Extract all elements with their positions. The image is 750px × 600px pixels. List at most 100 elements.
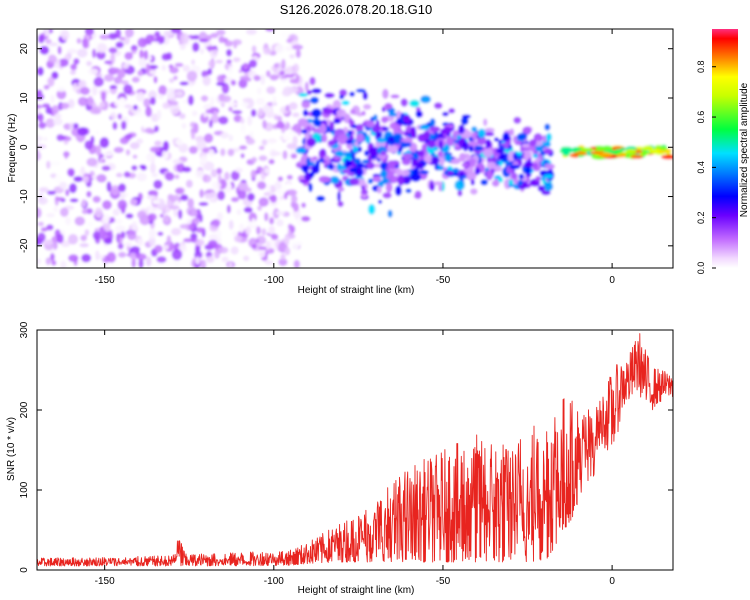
spectrogram-cell (388, 175, 399, 184)
spectrogram-cell (417, 149, 425, 157)
spectrogram-cell (508, 179, 514, 186)
spectrogram-cell (452, 167, 460, 173)
spectrogram-cell (242, 97, 253, 103)
spectrogram-cell (387, 144, 398, 154)
spectrogram-cell (66, 48, 78, 54)
spectrogram-cell (211, 181, 222, 190)
spectrogram-cell (395, 168, 403, 174)
spectrogram-cell (154, 140, 162, 147)
spectrogram-cell (226, 204, 231, 214)
spectrogram-cell (265, 29, 275, 32)
spectrogram-cell (264, 212, 269, 222)
spectrogram-cell (114, 99, 122, 107)
spectrogram-cell (65, 216, 71, 226)
snr-xtick-label: 0 (609, 576, 615, 587)
spectrogram-cell (356, 166, 362, 175)
spectrogram-cell (279, 70, 285, 76)
spectrogram-cell (220, 132, 229, 139)
spectrogram-cell (190, 129, 196, 140)
spectrogram-cell (93, 76, 104, 87)
spectrogram-cell (114, 218, 123, 225)
spectrogram-cell (107, 246, 115, 253)
spectrogram-cell (106, 251, 117, 263)
spectrogram-cell (301, 202, 306, 208)
spectrogram-cell (256, 226, 261, 235)
spectrogram-cell (275, 211, 286, 216)
spectrogram-cell (257, 107, 264, 117)
spectrogram-cell (104, 237, 113, 245)
spectrogram-cell (341, 100, 350, 106)
spectrogram-cell (232, 147, 240, 153)
spectrogram-cell (248, 59, 258, 68)
spectrogram-cell (290, 153, 298, 159)
spectrogram-cell (37, 258, 42, 265)
spectrogram-cell (214, 249, 220, 259)
spectrogram-cell (502, 132, 510, 142)
spectrogram-cell (409, 99, 420, 108)
spectrogram-ytick-label: 10 (19, 92, 30, 104)
spectrogram-cell (56, 89, 67, 100)
spectrogram-cell (124, 133, 133, 140)
spectrogram-cell (445, 135, 454, 147)
spectrogram-cell (38, 34, 45, 44)
spectrogram-cell (102, 221, 111, 231)
spectrogram-cell (257, 205, 263, 211)
spectrogram-cell (337, 191, 341, 202)
spectrogram-cell (311, 88, 322, 94)
spectrogram-cell (102, 200, 112, 210)
spectrogram-cell (167, 193, 174, 201)
spectrogram-cell (37, 113, 44, 123)
spectrogram-cell (474, 145, 484, 151)
spectrogram-cell (209, 47, 218, 59)
spectrogram-frame (36, 28, 674, 269)
spectrogram-cell (243, 255, 250, 261)
spectrogram-cell (66, 117, 77, 125)
spectrogram-cell (87, 68, 99, 75)
spectrogram-cell (475, 167, 481, 175)
spectrogram-cell (630, 154, 644, 159)
spectrogram-cell (179, 43, 186, 50)
spectrogram-cell (419, 170, 430, 175)
spectrogram-cell (216, 74, 226, 83)
spectrogram-cell (523, 151, 529, 161)
spectrogram-cell (353, 157, 362, 165)
spectrogram-cell (328, 162, 334, 171)
spectrogram-cell (175, 138, 184, 146)
spectrogram-cell (200, 95, 209, 102)
spectrogram-cell (265, 70, 271, 78)
spectrogram-cell (137, 37, 148, 48)
spectrogram-cell (262, 119, 267, 129)
spectrogram-cell (460, 153, 466, 162)
spectrogram-cell (401, 138, 412, 143)
spectrogram-cell (199, 48, 205, 55)
spectrogram-cell (284, 247, 291, 256)
spectrogram-cell (129, 198, 138, 206)
spectrogram-cell (345, 139, 353, 145)
spectrogram-cell (200, 155, 208, 165)
spectrogram-cell (437, 150, 444, 158)
spectrogram-cell (365, 120, 375, 128)
spectrogram-cell (224, 171, 230, 181)
spectrogram-cell (73, 58, 80, 65)
spectrogram-cell (276, 219, 284, 227)
spectrogram-cell (258, 246, 268, 251)
spectrogram-cell (179, 81, 189, 86)
colorbar-tick-label: 0.2 (696, 211, 706, 224)
spectrogram-cell (110, 185, 120, 196)
spectrogram-cell (200, 259, 207, 268)
spectrogram-cell (543, 181, 554, 192)
spectrogram-cell (350, 108, 356, 115)
spectrogram-xtick-label: -150 (95, 275, 115, 286)
spectrogram-cell (429, 118, 436, 127)
spectrogram-cell (236, 209, 242, 216)
spectrogram-cell (118, 83, 123, 91)
spectrogram-cell (257, 250, 266, 258)
spectrogram-cell (440, 128, 447, 134)
spectrogram-cell (137, 70, 144, 76)
spectrogram-cell (546, 132, 552, 142)
spectrogram-cell (339, 89, 348, 97)
spectrogram-cell (512, 135, 518, 144)
spectrogram-cell (89, 107, 101, 115)
spectrogram-cell (228, 101, 238, 107)
spectrogram-cell (461, 162, 469, 168)
